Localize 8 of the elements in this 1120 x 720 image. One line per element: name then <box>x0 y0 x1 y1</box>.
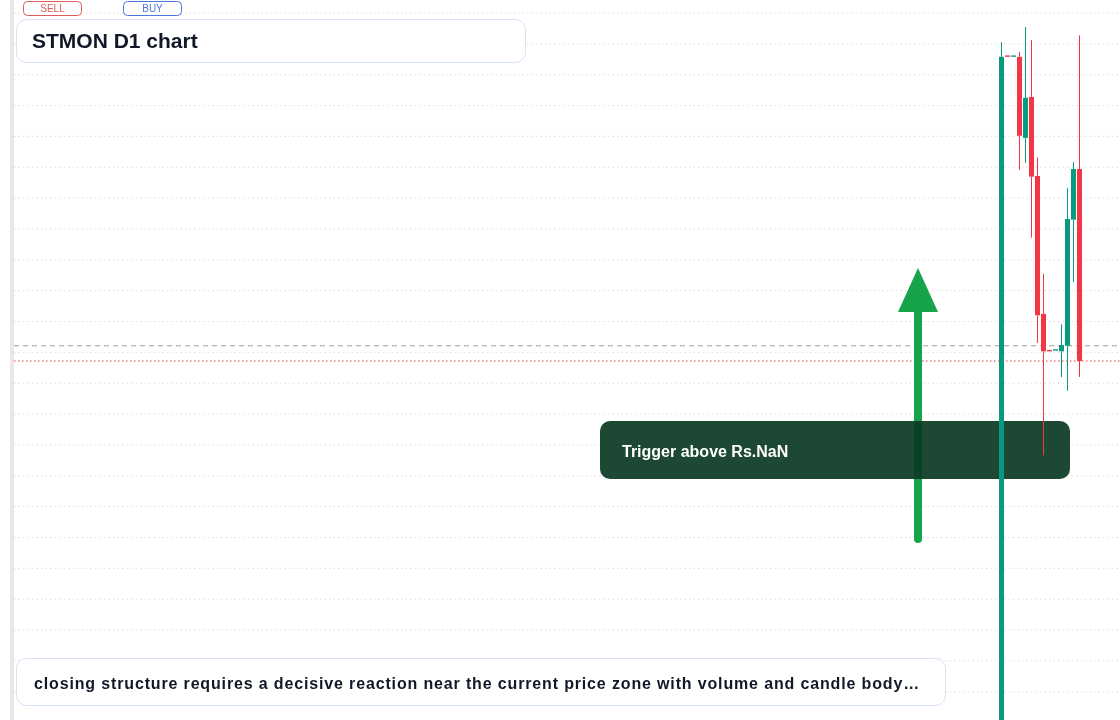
text: Trigger above Rs.NaN <box>622 443 789 460</box>
candlestick <box>999 41 1004 720</box>
text: SELL <box>40 3 66 14</box>
text: BUY <box>142 3 164 14</box>
text: STMON D1 chart <box>32 29 198 52</box>
text: closing structure requires a decisive reaction near the current price zone with volume and candle body… <box>34 675 920 692</box>
candlestick <box>1017 51 1022 171</box>
candlestick <box>1023 26 1028 164</box>
